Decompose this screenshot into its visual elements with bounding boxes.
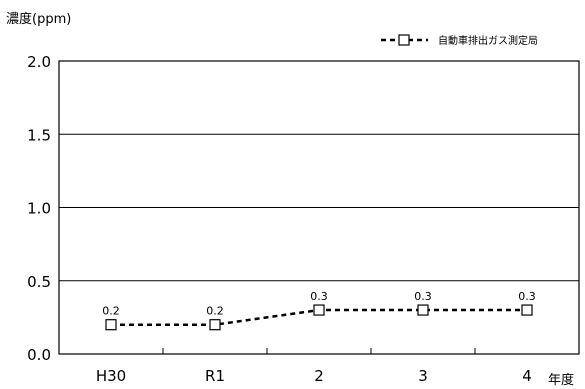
data-point-marker (313, 304, 325, 316)
data-label: 0.2 (206, 305, 224, 318)
y-tick-label: 0.5 (27, 273, 51, 291)
plot-frame (58, 60, 580, 355)
series-layer: 0.2 0.2 0.3 0.3 0.3 (102, 290, 536, 331)
data-point-marker (105, 319, 117, 331)
data-label: 0.3 (414, 290, 432, 303)
x-tick-label: H30 (96, 367, 126, 385)
data-label: 0.3 (310, 290, 328, 303)
x-tick-label: R1 (205, 367, 225, 385)
legend: 自動車排出ガス測定局 (381, 34, 538, 47)
data-point-marker (209, 319, 221, 331)
data-point-marker (417, 304, 429, 316)
y-axis-title: 濃度(ppm) (6, 11, 71, 27)
legend-marker-sample (398, 34, 410, 46)
y-tick-label: 1.5 (27, 126, 51, 144)
data-label: 0.2 (102, 305, 120, 318)
x-axis-ticks: H30 R1 2 3 4 (96, 348, 532, 385)
x-tick-label: 4 (522, 367, 532, 385)
y-tick-label: 2.0 (27, 53, 51, 71)
y-tick-label: 1.0 (27, 200, 51, 218)
y-tick-label: 0.0 (27, 346, 51, 364)
x-axis-title: 年度 (548, 372, 574, 388)
data-label: 0.3 (518, 290, 536, 303)
data-point-marker (521, 304, 533, 316)
grid (59, 133, 579, 282)
x-tick-label: 2 (314, 367, 324, 385)
y-axis-ticks: 0.0 0.5 1.0 1.5 2.0 (27, 53, 51, 364)
legend-entry-label: 自動車排出ガス測定局 (438, 34, 538, 47)
x-tick-label: 3 (418, 367, 428, 385)
